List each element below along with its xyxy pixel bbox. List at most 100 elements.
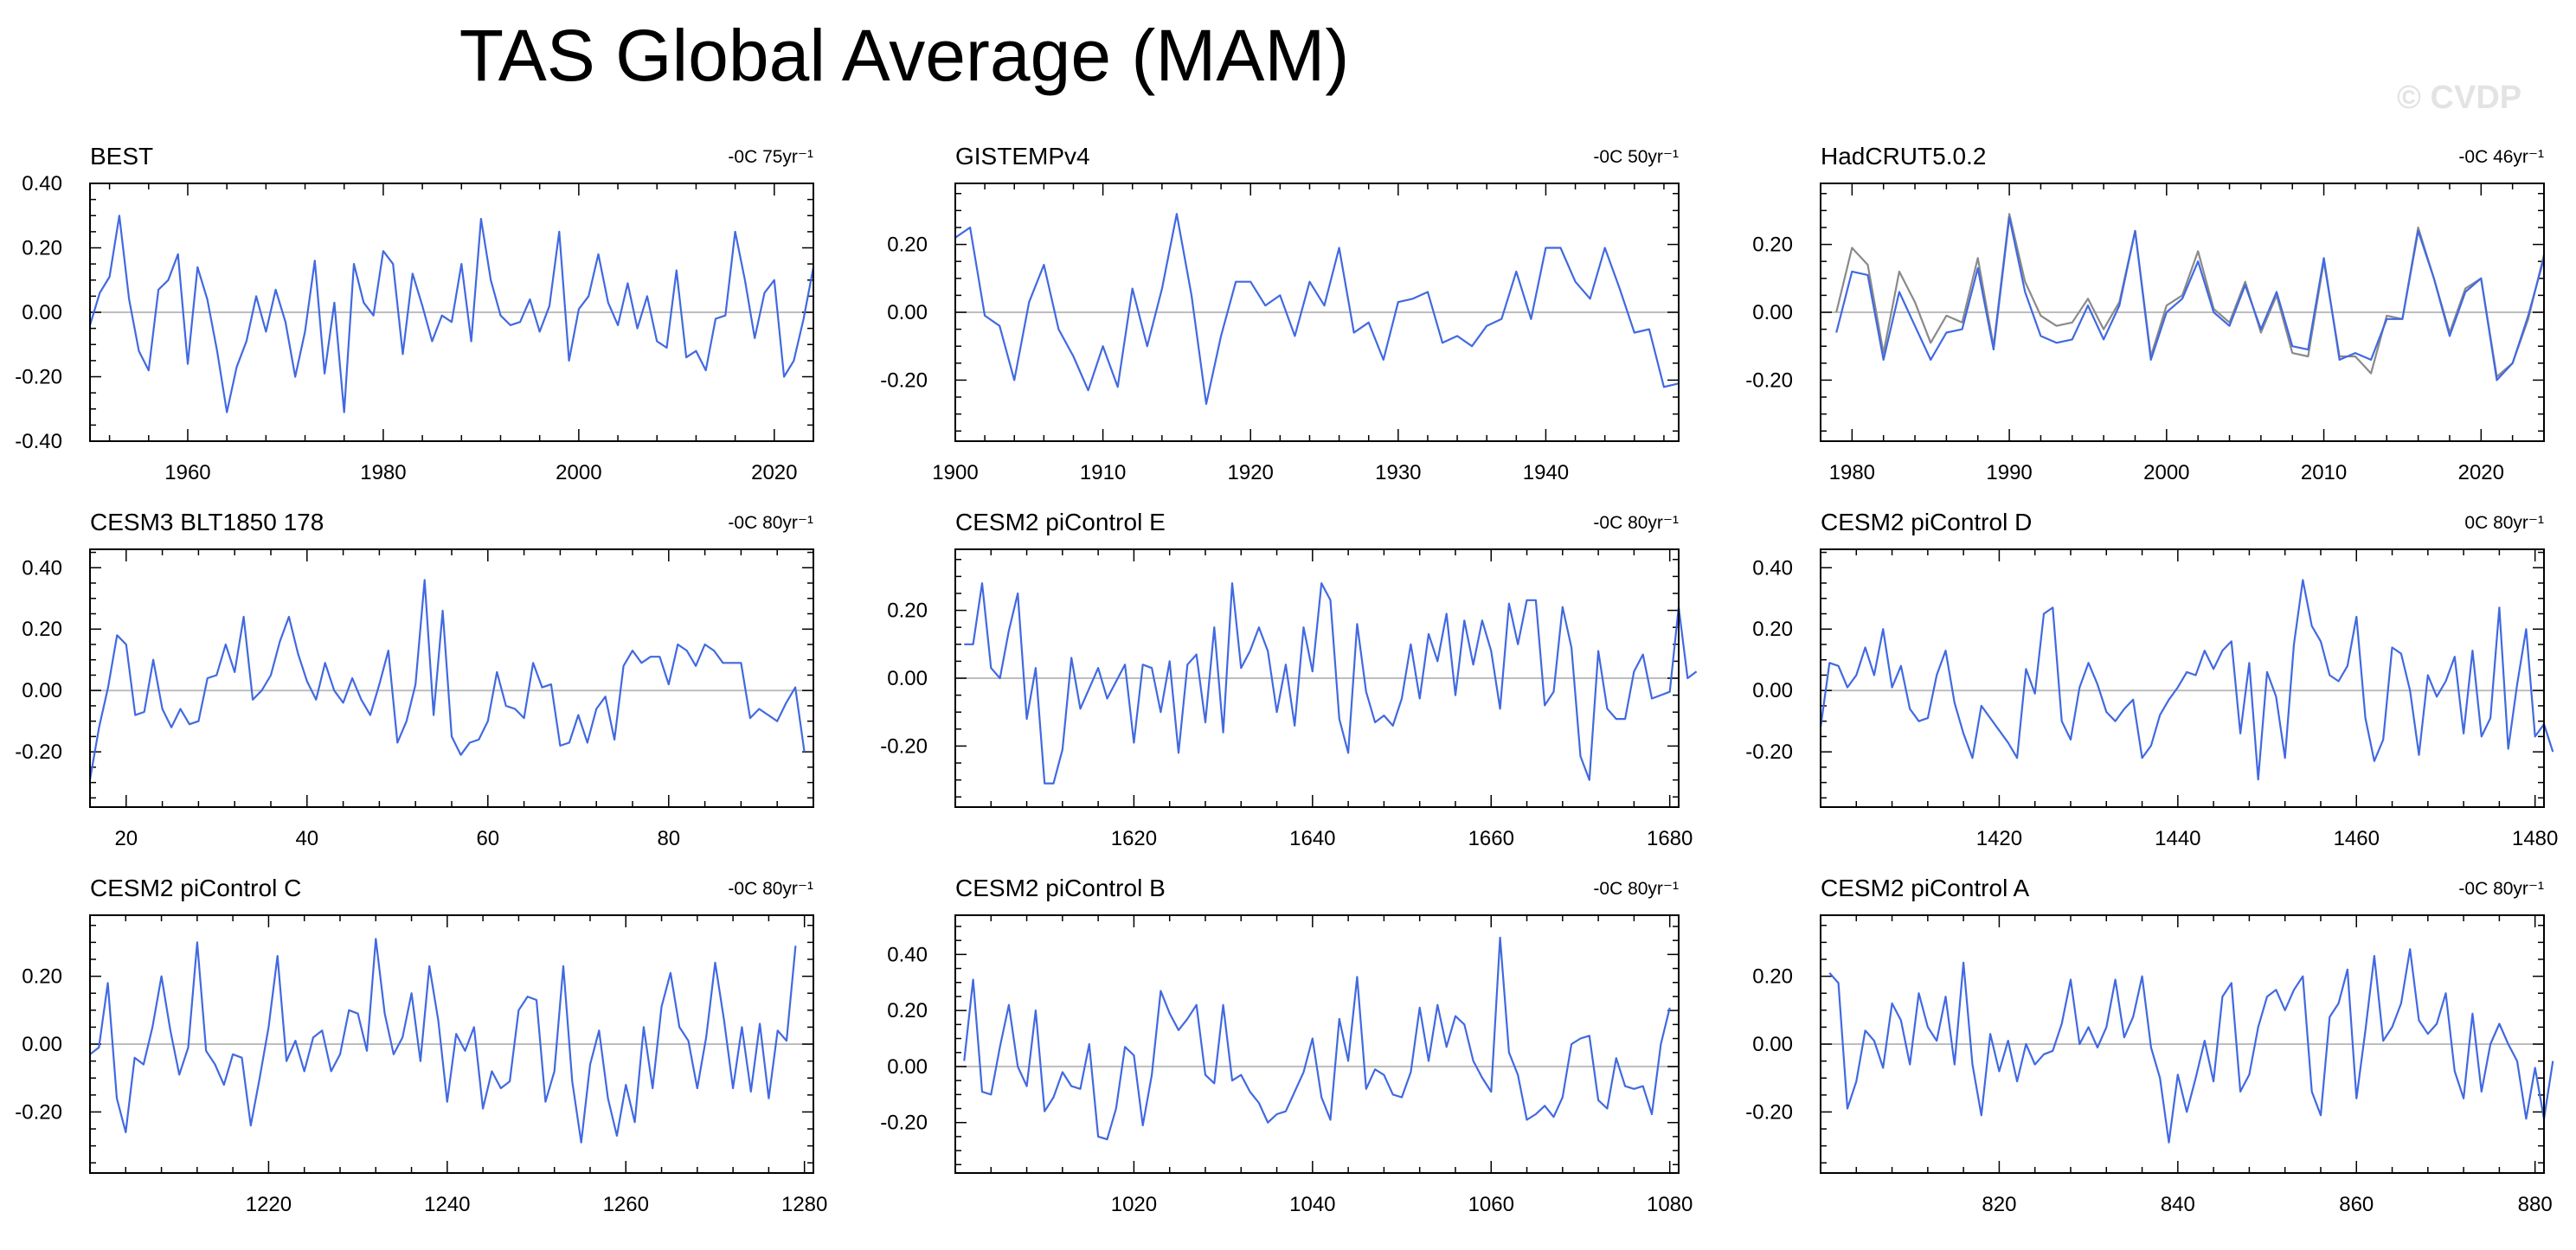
plot-frame [89, 183, 814, 442]
panel-title: CESM2 piControl D [1821, 509, 2032, 535]
x-tick-label: 1900 [932, 461, 978, 484]
chart-panel: CESM2 piControl E -0C 80yr⁻¹ -0.20 0.00 0.20… [880, 509, 1698, 850]
x-tick-label: 840 [2161, 1193, 2195, 1216]
y-tick-label: 0.00 [22, 301, 62, 324]
y-tick-label: -0.20 [1745, 1100, 1793, 1124]
series-line [1835, 216, 2546, 381]
y-tick-label: 0.00 [1752, 679, 1793, 702]
panel-title: CESM2 piControl A [1821, 875, 2030, 901]
x-tick-label: 2000 [556, 461, 601, 484]
x-tick-label: 1960 [164, 461, 210, 484]
plot-frame [89, 914, 814, 1174]
series-line [963, 936, 1671, 1141]
y-tick-label: -0.20 [15, 1100, 62, 1124]
series-line [964, 582, 1698, 785]
y-tick-label: 0.00 [887, 1055, 928, 1079]
x-tick-label: 1440 [2155, 827, 2200, 850]
y-tick-label: 0.20 [887, 999, 928, 1022]
y-tick-label: 0.00 [1752, 1033, 1793, 1056]
y-tick-label: 0.00 [22, 679, 62, 702]
chart-panel: CESM2 piControl A -0C 80yr⁻¹ -0.20 0.00 0.20… [1745, 875, 2554, 1216]
panel-trend: -0C 80yr⁻¹ [728, 513, 813, 533]
x-tick-label: 1460 [2334, 827, 2380, 850]
x-tick-label: 1480 [2512, 827, 2558, 850]
y-tick-label: -0.20 [880, 369, 928, 392]
x-tick-label: 2000 [2143, 461, 2189, 484]
x-tick-label: 2020 [751, 461, 797, 484]
y-tick-label: 0.00 [1752, 301, 1793, 324]
panel-trend: -0C 80yr⁻¹ [2458, 879, 2544, 899]
x-tick-label: 1680 [1647, 827, 1693, 850]
chart-panel: CESM2 piControl B -0C 80yr⁻¹ -0.20 0.00 0.20… [880, 875, 1693, 1216]
x-tick-label: 1420 [1976, 827, 2022, 850]
y-tick-label: 0.20 [1752, 965, 1793, 989]
panel-title: CESM2 piControl B [955, 875, 1166, 901]
cvdp-credit: © CVDP [2397, 80, 2522, 116]
series-line [88, 579, 806, 780]
y-tick-label: 0.00 [22, 1033, 62, 1056]
panel-trend: -0C 46yr⁻¹ [2458, 147, 2544, 167]
panel-title: HadCRUT5.0.2 [1821, 143, 1986, 170]
panel-trend: -0C 80yr⁻¹ [1593, 513, 1679, 533]
x-tick-label: 1910 [1080, 461, 1126, 484]
chart-panel: BEST -0C 75yr⁻¹ -0.40 -0.20 0.00 0.20 0.40 1960… [15, 143, 815, 484]
plot-frame [1820, 548, 2545, 808]
x-tick-label: 1940 [1523, 461, 1569, 484]
panel-title: BEST [90, 143, 153, 170]
plot-frame [89, 548, 814, 808]
x-tick-label: 80 [657, 827, 680, 850]
x-tick-label: 1930 [1375, 461, 1421, 484]
plot-frame [954, 548, 1680, 808]
x-tick-label: 820 [1982, 1193, 2016, 1216]
panel-title: CESM2 piControl C [90, 875, 301, 901]
panel-trend: -0C 75yr⁻¹ [728, 147, 813, 167]
chart-panel: CESM3 BLT1850 178 -0C 80yr⁻¹ -0.20 0.00 0.20… [15, 509, 814, 850]
y-tick-label: -0.20 [1745, 369, 1793, 392]
x-tick-label: 40 [295, 827, 318, 850]
y-tick-label: 0.20 [1752, 618, 1793, 641]
chart-panel: CESM2 piControl D 0C 80yr⁻¹ -0.20 0.00 0.20 0… [1745, 509, 2558, 850]
x-tick-label: 1920 [1228, 461, 1274, 484]
y-tick-label: 0.20 [22, 965, 62, 989]
y-tick-label: 0.40 [22, 172, 62, 196]
x-tick-label: 1980 [1829, 461, 1875, 484]
x-tick-label: 20 [114, 827, 138, 850]
y-tick-label: -0.20 [15, 366, 62, 389]
panel-trend: -0C 80yr⁻¹ [728, 879, 813, 899]
page-title: TAS Global Average (MAM) [459, 15, 1350, 96]
series-line [954, 213, 1680, 405]
x-tick-label: 1040 [1289, 1193, 1335, 1216]
plot-frame [1820, 914, 2545, 1174]
plot-frame [954, 914, 1680, 1174]
y-tick-label: -0.20 [15, 740, 62, 764]
chart-panel: CESM2 piControl C -0C 80yr⁻¹ -0.20 0.00 0.20… [15, 875, 827, 1216]
x-tick-label: 1060 [1468, 1193, 1514, 1216]
y-tick-label: -0.20 [1745, 740, 1793, 764]
panel-title: CESM3 BLT1850 178 [90, 509, 324, 535]
y-tick-label: 0.20 [22, 618, 62, 641]
x-tick-label: 1280 [781, 1193, 827, 1216]
x-tick-label: 1260 [603, 1193, 649, 1216]
x-tick-label: 1020 [1111, 1193, 1157, 1216]
x-tick-label: 1990 [1986, 461, 2032, 484]
panel-trend: 0C 80yr⁻¹ [2464, 513, 2544, 533]
y-tick-label: 0.40 [22, 556, 62, 580]
panel-title: GISTEMPv4 [955, 143, 1090, 170]
x-tick-label: 1640 [1289, 827, 1335, 850]
x-tick-label: 880 [2518, 1193, 2553, 1216]
x-tick-label: 1240 [424, 1193, 470, 1216]
y-tick-label: 0.20 [887, 599, 928, 623]
panel-trend: -0C 50yr⁻¹ [1593, 147, 1679, 167]
y-tick-label: 0.40 [887, 943, 928, 966]
x-tick-label: 1620 [1111, 827, 1157, 850]
y-tick-label: 0.00 [887, 667, 928, 690]
series-line [1819, 579, 2554, 781]
chart-panel: HadCRUT5.0.2 -0C 46yr⁻¹ -0.20 0.00 0.20 1980 1… [1745, 143, 2546, 484]
x-tick-label: 2010 [2301, 461, 2347, 484]
y-tick-label: -0.20 [880, 1112, 928, 1135]
y-tick-label: 0.20 [887, 234, 928, 257]
x-tick-label: 1220 [246, 1193, 292, 1216]
plot-frame [1820, 183, 2545, 442]
chart-panel: GISTEMPv4 -0C 50yr⁻¹ -0.20 0.00 0.20 1900 1910… [880, 143, 1680, 484]
